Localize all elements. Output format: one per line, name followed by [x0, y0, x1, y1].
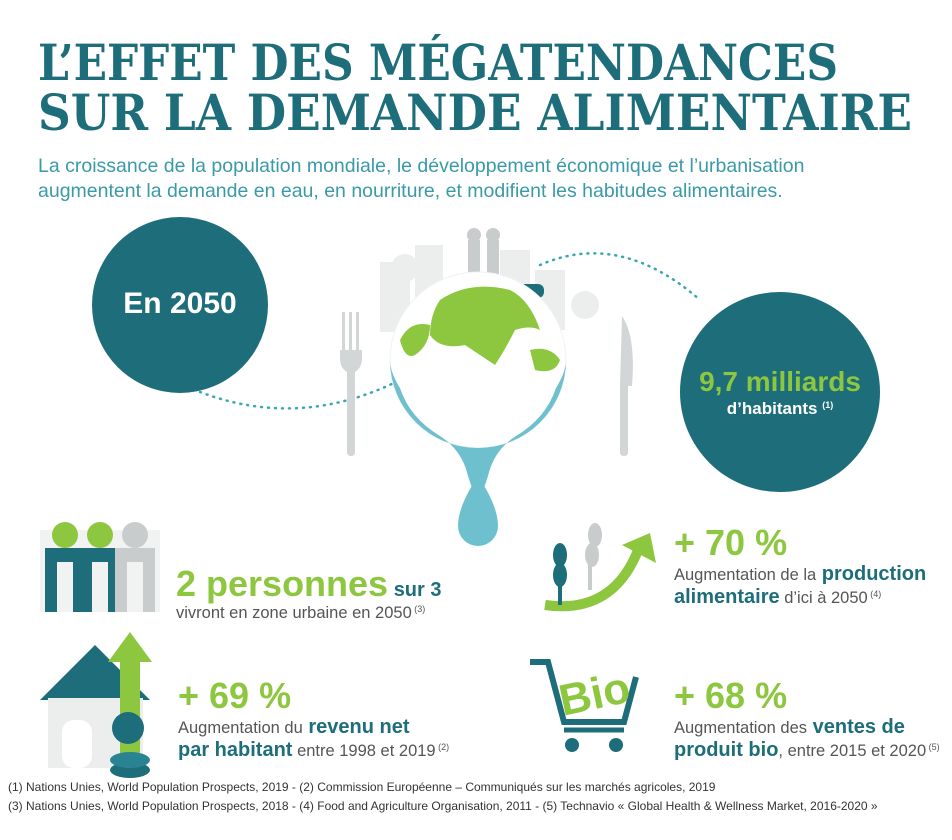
footnote: (1) Nations Unies, World Population Pros…	[8, 780, 716, 794]
stat-text: alimentaire	[674, 586, 780, 609]
continents	[400, 286, 560, 372]
title-line: L’EFFET DES MÉGATENDANCES	[38, 33, 838, 92]
population-unit: d’habitants	[726, 399, 818, 418]
stat-line: alimentaire d’ici à 2050 (4)	[674, 586, 926, 609]
subtitle-line: augmentent la demande en eau, en nourrit…	[38, 180, 783, 202]
cutlery	[340, 312, 633, 456]
stat-text: production	[821, 563, 927, 586]
people	[467, 228, 500, 280]
stat-text: 2 personnes	[176, 563, 389, 604]
stat-line: 2 personnes sur 3	[176, 563, 442, 604]
drop	[458, 476, 498, 546]
footnote: (3) Nations Unies, World Population Pros…	[8, 799, 878, 813]
dotted-path	[198, 378, 402, 410]
stat-line: + 70 %	[674, 522, 926, 563]
stat-text: (2)	[438, 742, 450, 753]
stat-line: vivront en zone urbaine en 2050 (3)	[176, 604, 442, 623]
wheat-arrow	[544, 523, 656, 612]
year-circle	[92, 217, 268, 393]
population-unit-wrap: d’habitants (1)	[680, 399, 880, 419]
stat-line: Augmentation du revenu net	[178, 716, 449, 739]
stat: + 68 % Augmentation des ventes de produit b…	[674, 675, 940, 762]
stat-text: (4)	[870, 589, 882, 600]
stat-text: entre 1998 et 2019	[297, 742, 436, 761]
subtitle-line: La croissance de la population mondiale,…	[38, 155, 805, 177]
stat-line: Augmentation de la production	[674, 563, 926, 586]
footnote-ref: (1)	[822, 400, 834, 410]
stat-line: Augmentation des ventes de	[674, 716, 940, 739]
urban-people	[40, 522, 160, 612]
stat-line: produit bio, entre 2015 et 2020 (5)	[674, 739, 940, 762]
title-line: SUR LA DEMANDE ALIMENTAIRE	[38, 83, 912, 142]
stat: 2 personnes sur 3 vivront en zone urbaine …	[176, 563, 442, 624]
stat-text: (5)	[928, 742, 940, 753]
stat-line: par habitant entre 1998 et 2019 (2)	[178, 739, 449, 762]
subtitle: La croissance de la population mondiale,…	[38, 154, 804, 204]
stat-text: Augmentation des	[674, 719, 808, 738]
stat-text: Augmentation de la	[674, 566, 817, 585]
stat-line: + 69 %	[178, 675, 449, 716]
dotted-path	[538, 252, 702, 302]
stat-text: d’ici à 2050	[784, 589, 868, 608]
stat-text: par habitant	[178, 739, 293, 762]
stat: + 69 % Augmentation du revenu net par habit…	[178, 675, 449, 762]
stat-text: revenu net	[308, 716, 410, 739]
stat-line: + 68 %	[674, 675, 940, 716]
stat-text: + 70 %	[674, 522, 788, 563]
stat: + 70 % Augmentation de la production alimen…	[674, 522, 926, 609]
stat-text: produit bio	[674, 739, 779, 762]
stat-text: sur 3	[393, 579, 442, 601]
stat-text: Augmentation du	[178, 719, 303, 738]
footnotes: (1) Nations Unies, World Population Pros…	[8, 778, 878, 816]
population-circle	[680, 292, 880, 492]
stat-text: + 69 %	[178, 675, 292, 716]
stat-text: ventes de	[812, 716, 905, 739]
year: En 2050	[123, 287, 237, 320]
stat-text: vivront en zone urbaine en 2050	[176, 604, 412, 623]
population: 9,7 milliards	[699, 366, 861, 397]
stat-text: + 68 %	[674, 675, 788, 716]
stat-text: , entre 2015 et 2020	[778, 742, 927, 761]
house	[40, 632, 152, 778]
stat-text: (3)	[414, 604, 426, 615]
cart: Bio	[530, 659, 639, 752]
